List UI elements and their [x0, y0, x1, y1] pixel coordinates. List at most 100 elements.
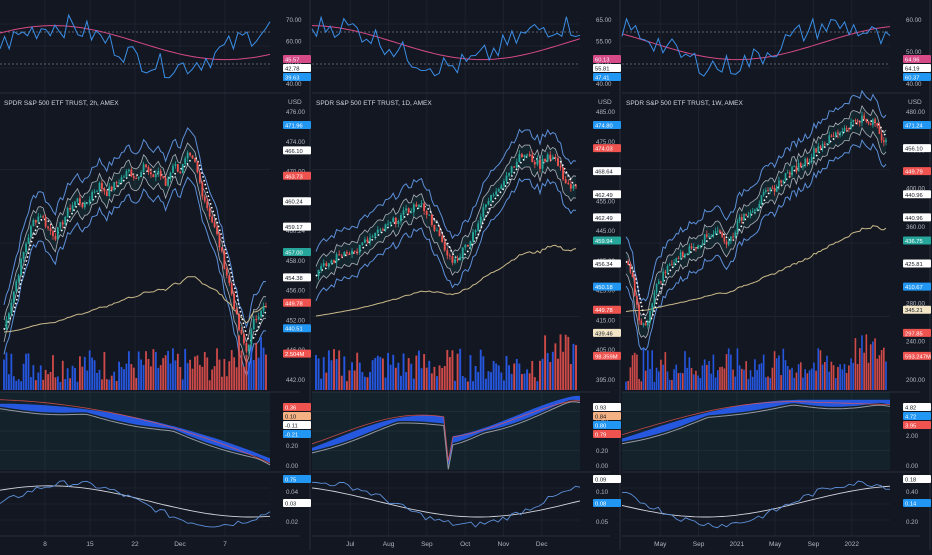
price-badge	[593, 190, 621, 199]
volume-bar	[510, 373, 513, 390]
volume-bar	[477, 372, 480, 390]
volume-bar	[708, 361, 710, 390]
volume-bar	[91, 357, 94, 390]
volume-bar	[699, 378, 702, 390]
volume-bar	[186, 363, 189, 390]
volume-bar	[387, 352, 390, 390]
candle-body	[551, 157, 554, 160]
candle-body	[492, 194, 495, 196]
volume-bar	[528, 373, 531, 390]
candle-body	[446, 250, 449, 256]
candle-body	[786, 172, 789, 174]
candle-body	[22, 251, 25, 260]
candle-body	[721, 232, 723, 238]
dotted-moving-average-line	[315, 154, 577, 277]
volume-bar	[727, 348, 730, 390]
macd-signal-line	[0, 408, 271, 466]
volume-bar	[541, 358, 544, 390]
candle-body	[699, 245, 702, 247]
candle-body	[262, 306, 265, 311]
price-badge-label: 439.46	[595, 331, 613, 337]
volume-bar	[418, 350, 420, 390]
macd-tick-label: 0.20	[286, 443, 299, 450]
volume-bar	[76, 381, 79, 390]
price-badge	[283, 273, 311, 282]
volume-bar	[513, 363, 516, 390]
macd-badge-label: -0.11	[285, 424, 298, 430]
candle-body	[363, 239, 366, 243]
volume-bar	[629, 367, 632, 390]
macd-tick-label: 2.00	[906, 433, 919, 440]
candle-body	[169, 172, 172, 179]
volume-bar	[497, 365, 500, 390]
volume-bar	[213, 366, 216, 390]
candle-body	[376, 229, 379, 233]
volume-bar	[564, 334, 567, 390]
oscillator-badge-label: 0.03	[285, 502, 296, 508]
x-tick-label: Sep	[693, 541, 705, 548]
macd-badge	[593, 412, 621, 420]
volume-bar	[647, 350, 649, 390]
candle-body	[420, 203, 423, 205]
macd-tick-label: 0.20	[596, 448, 609, 455]
volume-bar	[49, 371, 52, 390]
oscillator-badge-label: 0.75	[285, 478, 296, 484]
price-badge-label: 456.10	[905, 147, 923, 153]
volume-bar	[569, 364, 572, 390]
candle-body	[64, 217, 67, 225]
volume-bar	[865, 334, 868, 390]
volume-bar	[880, 349, 883, 390]
volume-bar	[526, 369, 529, 390]
macd-badge-label: 0.84	[595, 415, 607, 421]
candle-body	[250, 329, 253, 345]
x-tick-label: 7	[223, 541, 227, 548]
candle-body	[98, 183, 101, 191]
price-badge-label: 345.21	[905, 308, 923, 314]
candle-body	[459, 256, 462, 261]
candle-body	[216, 227, 218, 234]
candle-body	[867, 121, 870, 124]
volume-bar	[233, 357, 236, 390]
rsi-badge-label: 64.96	[905, 58, 920, 64]
candle-body	[162, 176, 165, 178]
candle-body	[876, 123, 879, 127]
macd-badge	[283, 421, 311, 429]
candle-body	[397, 221, 400, 224]
volume-bar	[247, 361, 250, 390]
candle-body	[505, 175, 508, 182]
candle-body	[20, 259, 23, 276]
candle-body	[145, 164, 147, 168]
volume-bar	[198, 364, 201, 390]
candle-body	[448, 255, 451, 257]
volume-bar	[74, 367, 76, 390]
volume-bar	[448, 357, 451, 390]
candle-body	[423, 203, 426, 212]
volume-bar	[756, 369, 758, 390]
volume-bar	[523, 373, 526, 390]
volume-bar	[369, 371, 372, 390]
candle-body	[647, 321, 649, 326]
price-badge	[593, 282, 621, 291]
price-badge-label: 456.34	[595, 262, 614, 268]
candle-body	[703, 234, 706, 244]
candle-body	[466, 244, 469, 247]
candle-body	[732, 236, 734, 238]
rsi-badge	[593, 73, 621, 81]
candle-body	[61, 222, 64, 225]
volume-bar	[806, 373, 809, 390]
volume-bar	[317, 358, 320, 390]
volume-bar	[338, 350, 341, 390]
x-tick-label: Oct	[460, 541, 470, 548]
candle-body	[83, 202, 86, 208]
volume-bar	[343, 356, 346, 390]
candle-body	[762, 192, 765, 196]
volume-bar	[719, 367, 721, 390]
candle-body	[42, 216, 45, 218]
volume-bar	[828, 371, 831, 390]
price-badge	[903, 236, 931, 245]
volume-bar	[125, 363, 128, 390]
candle-body	[356, 251, 359, 253]
volume-bar	[216, 348, 218, 390]
volume-bar	[484, 378, 487, 390]
candle-body	[93, 191, 96, 193]
